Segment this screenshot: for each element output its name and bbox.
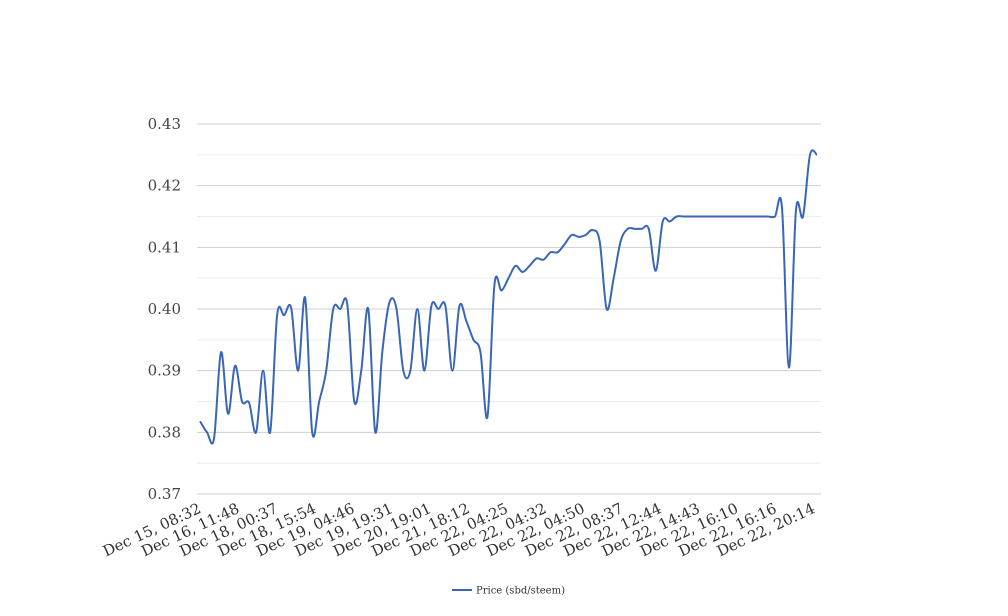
y-tick-label: 0.42	[148, 177, 181, 195]
series-line-0	[199, 149, 818, 445]
y-axis: 0.37 0.38 0.39 0.40 0.41 0.42 0.43	[148, 115, 181, 503]
y-tick-label: 0.41	[148, 238, 181, 256]
series-layer	[199, 149, 818, 445]
y-tick-label: 0.38	[148, 423, 181, 441]
y-tick-label: 0.43	[148, 115, 181, 133]
legend: Price (sbd/steem)	[452, 586, 565, 597]
y-tick-label: 0.37	[148, 485, 181, 503]
legend-label: Price (sbd/steem)	[476, 586, 565, 597]
y-tick-label: 0.40	[148, 300, 181, 318]
y-tick-label: 0.39	[148, 362, 181, 380]
